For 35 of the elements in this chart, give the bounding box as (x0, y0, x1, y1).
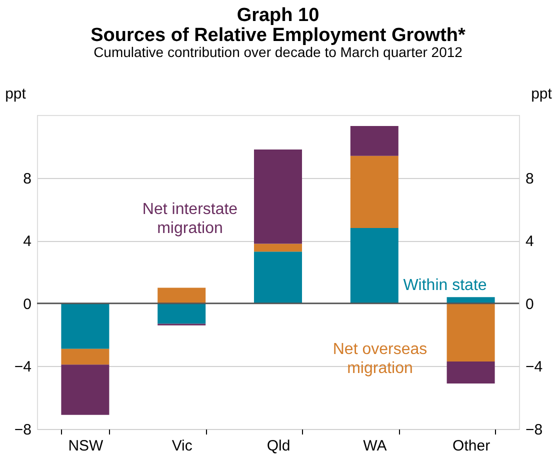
y-tick-label: 8 (23, 170, 32, 188)
bar (61, 303, 110, 349)
y2-tick-label: 4 (526, 233, 534, 250)
y2-axis-title: ppt (531, 86, 553, 102)
x-tick-label: Qld (266, 438, 290, 454)
bar (158, 303, 206, 324)
y2-tick-label: 8 (526, 170, 534, 188)
bar (446, 303, 495, 362)
bar (254, 252, 302, 304)
bar (350, 156, 398, 228)
series-label: Net interstate migration (142, 201, 238, 237)
series-label: Within state (403, 277, 487, 294)
bar (350, 126, 398, 156)
bar (61, 364, 110, 415)
y-tick-label: −8 (14, 422, 32, 438)
x-tick-label: NSW (68, 438, 104, 454)
chart-title: Graph 10 Sources of Relative Employment Growth* (90, 5, 466, 46)
x-tick-label: Other (452, 438, 490, 454)
bar (254, 244, 302, 252)
bar (446, 361, 495, 384)
bar (61, 348, 110, 365)
bar (254, 150, 302, 244)
x-tick-label: Vic (172, 438, 193, 454)
y-tick-label: 0 (23, 296, 32, 313)
y2-tick-label: 0 (526, 296, 534, 313)
chart-subtitle: Cumulative contribution over decade to March quarter 2012 (94, 44, 463, 60)
bar (350, 228, 398, 304)
y-axis-title: ppt (5, 86, 27, 102)
x-tick-label: WA (363, 438, 387, 454)
y2-tick-label: −4 (526, 358, 543, 376)
series-label: Net overseas migration (332, 341, 428, 377)
y2-tick-label: −8 (526, 422, 543, 438)
y-tick-label: 4 (23, 233, 32, 250)
bar (158, 288, 206, 304)
y-tick-label: −4 (14, 358, 32, 376)
